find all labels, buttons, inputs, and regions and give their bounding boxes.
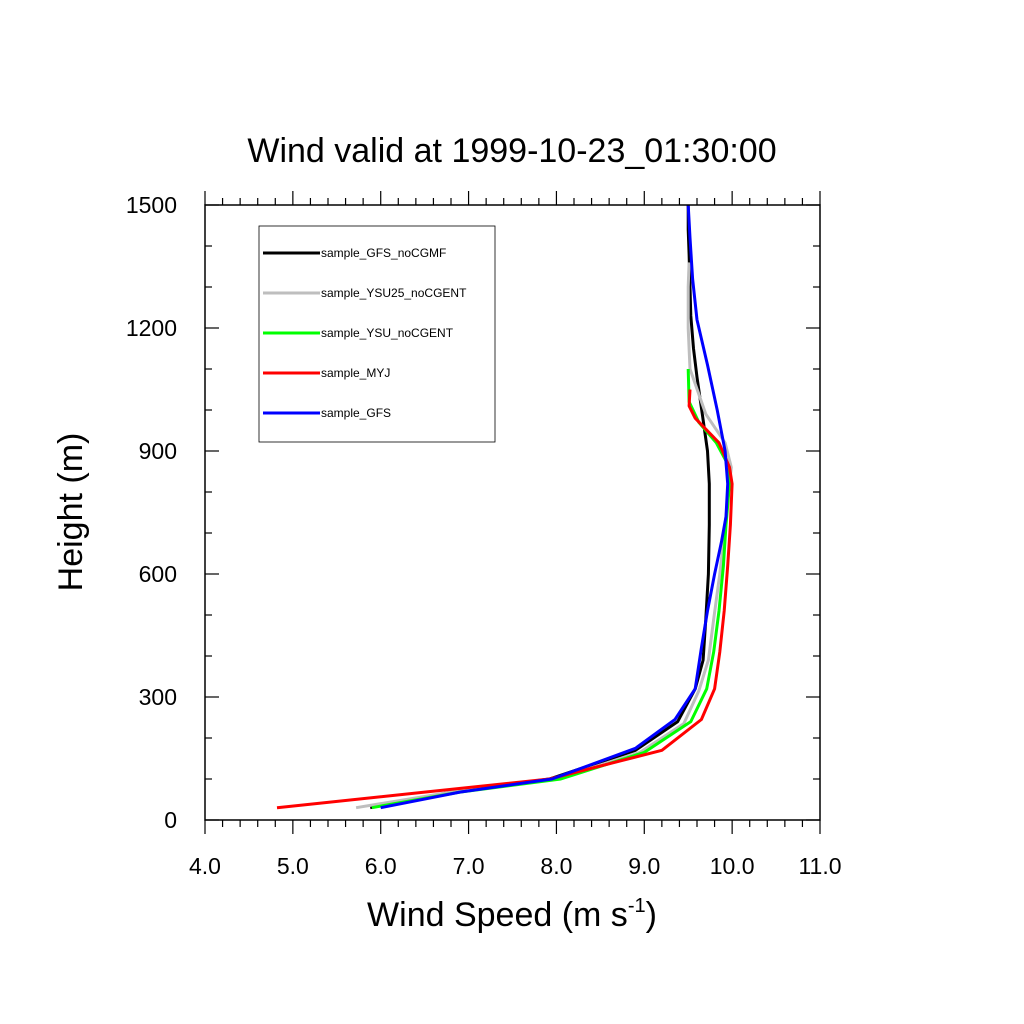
y-tick-label: 1200: [126, 315, 177, 341]
x-tick-label: 7.0: [453, 853, 485, 879]
chart-title: Wind valid at 1999-10-23_01:30:00: [247, 132, 776, 170]
series-line-sample_GFS_noCGMF: [369, 205, 711, 810]
x-axis-label-superscript: -1: [628, 895, 646, 917]
x-tick-label: 10.0: [710, 853, 755, 879]
legend-label: sample_YSU25_noCGENT: [321, 286, 467, 300]
legend-label: sample_MYJ: [321, 366, 390, 380]
plot-frame: [204, 204, 821, 821]
series-line-sample_MYJ: [276, 389, 734, 810]
y-tick-label: 1500: [126, 192, 177, 218]
x-tick-label: 9.0: [628, 853, 660, 879]
series-layer: [276, 204, 734, 810]
axis-ticks-layer: [204, 191, 821, 834]
x-tick-label: 11.0: [798, 853, 841, 879]
y-tick-labels: 0 300 600 900 1200 1500: [126, 192, 177, 833]
x-axis-label-close: ): [646, 896, 657, 934]
x-tick-label: 5.0: [277, 853, 309, 879]
y-axis-label: Height (m): [52, 433, 90, 592]
y-tick-label: 0: [164, 807, 177, 833]
legend-label: sample_GFS: [321, 406, 391, 420]
legend-label: sample_YSU_noCGENT: [321, 326, 454, 340]
y-tick-label: 600: [139, 561, 177, 587]
x-tick-label: 8.0: [540, 853, 572, 879]
x-tick-label: 4.0: [189, 853, 221, 879]
x-tick-labels: 4.0 5.0 6.0 7.0 8.0 9.0 10.0 11.0: [189, 853, 842, 879]
x-axis-label-main: Wind Speed (m s: [367, 896, 628, 934]
legend: sample_GFS_noCGMF sample_YSU25_noCGENTsam…: [258, 225, 496, 443]
x-tick-label: 6.0: [365, 853, 397, 879]
x-axis-label: Wind Speed (m s-1): [367, 895, 657, 934]
series-line-sample_GFS: [380, 204, 730, 810]
y-tick-label: 300: [139, 684, 177, 710]
y-tick-label: 900: [139, 438, 177, 464]
legend-label: sample_GFS_noCGMF: [321, 246, 446, 260]
